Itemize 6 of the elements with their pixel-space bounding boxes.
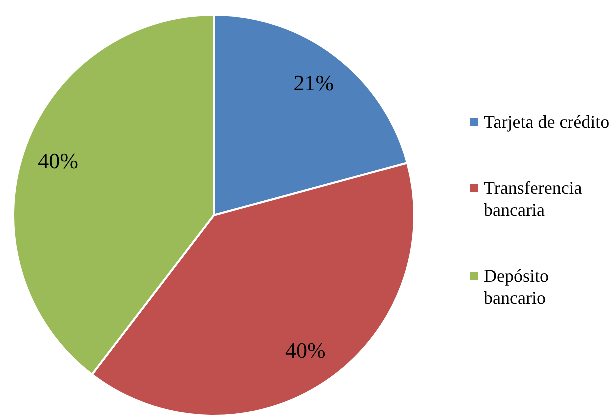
- data-label: 40%: [285, 338, 326, 363]
- data-label: 40%: [38, 148, 78, 174]
- legend-label: Depósito bancario: [484, 264, 550, 308]
- data-label: 21%: [294, 70, 334, 96]
- legend-label: Tarjeta de crédito: [484, 110, 610, 132]
- legend-label: Transferencia bancaria: [484, 176, 584, 220]
